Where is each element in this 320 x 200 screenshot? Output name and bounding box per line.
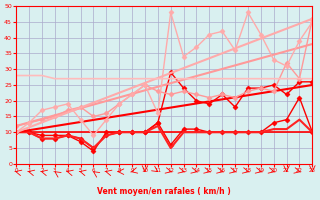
X-axis label: Vent moyen/en rafales ( km/h ): Vent moyen/en rafales ( km/h ): [97, 187, 231, 196]
